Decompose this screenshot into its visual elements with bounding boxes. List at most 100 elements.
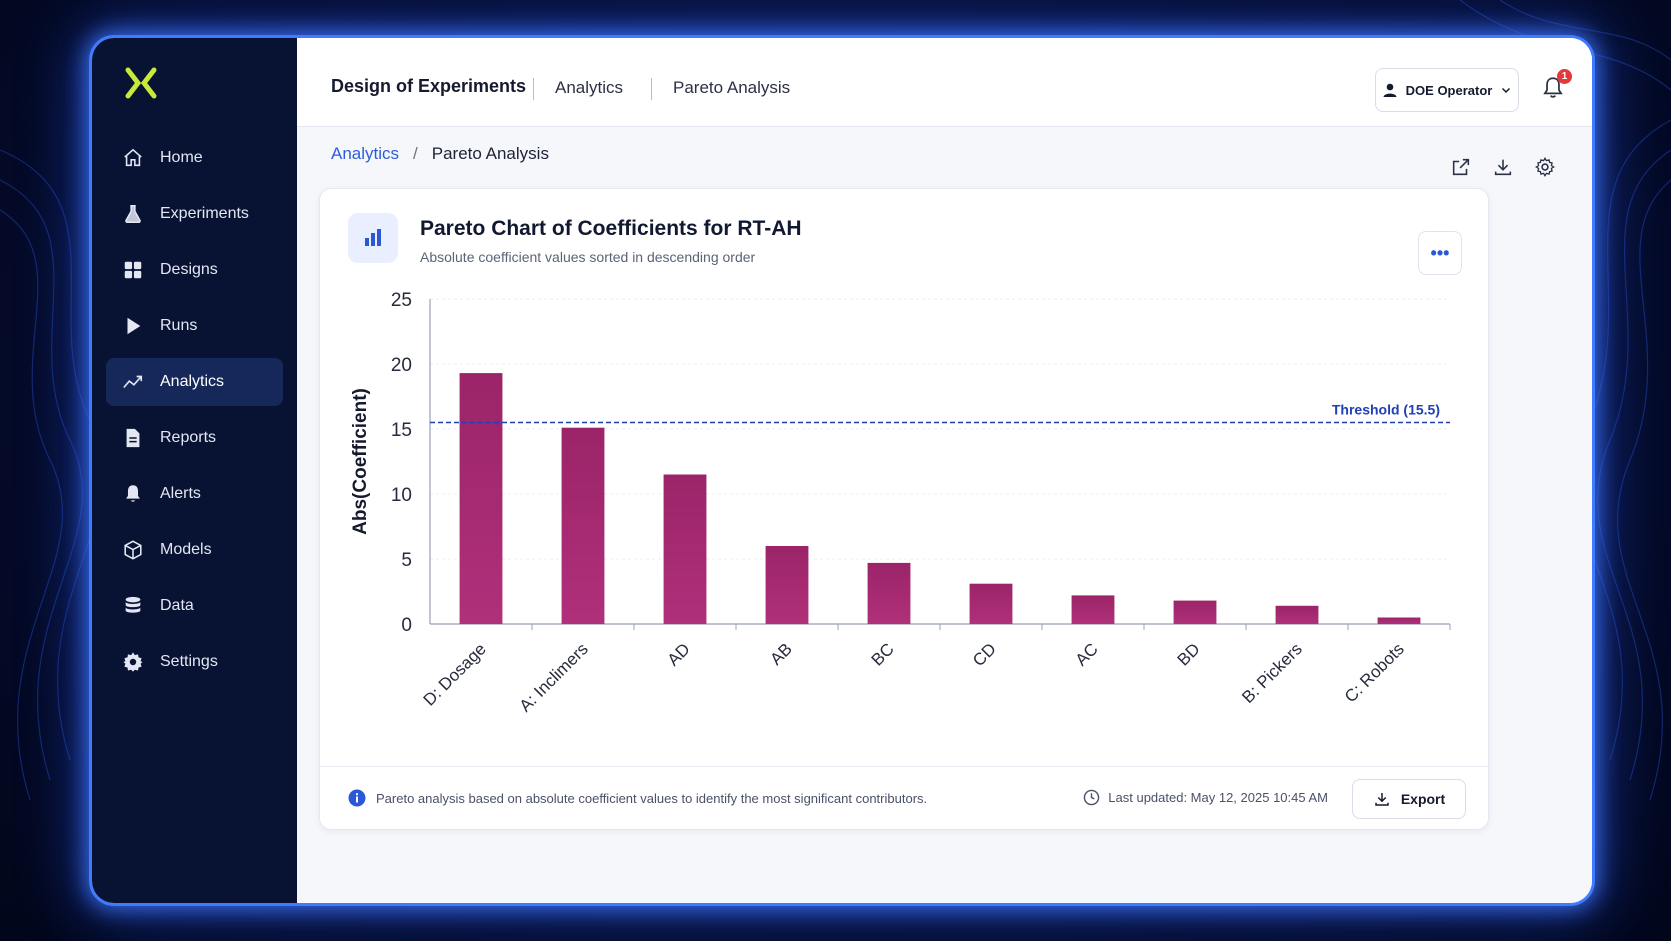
topbar-divider <box>533 78 534 100</box>
sidebar-item-label: Home <box>160 149 203 166</box>
bar-chart-icon <box>348 213 398 263</box>
x-tick-label: AC <box>1072 639 1102 669</box>
topbar-crumb-pareto[interactable]: Pareto Analysis <box>673 78 791 97</box>
topbar-divider <box>651 78 652 100</box>
trend-icon <box>122 371 144 393</box>
flask-icon <box>122 203 144 225</box>
card-footer: Pareto analysis based on absolute coeffi… <box>320 766 1488 829</box>
grid-icon <box>122 259 144 281</box>
sidebar-item-experiments[interactable]: Experiments <box>106 190 283 238</box>
sidebar-item-alerts[interactable]: Alerts <box>106 470 283 518</box>
breadcrumb-current: Pareto Analysis <box>431 144 549 163</box>
x-tick-label: C: Robots <box>1341 639 1408 706</box>
app-title: Design of Experiments <box>331 76 527 96</box>
user-name: DOE Operator <box>1405 82 1493 98</box>
database-icon <box>122 595 144 617</box>
pareto-chart: Abs(Coefficient) 0 5 10 15 20 25 D: Dosage A: I… <box>350 290 1451 716</box>
download-icon[interactable] <box>1492 156 1514 178</box>
topbar-crumb-analytics[interactable]: Analytics <box>555 78 624 97</box>
sidebar-item-label: Data <box>160 597 194 614</box>
bar[interactable] <box>561 427 605 624</box>
sidebar-item-label: Runs <box>160 317 198 334</box>
y-axis-label: Abs(Coefficient) <box>350 388 371 535</box>
notification-badge: 1 <box>1557 69 1572 84</box>
topbar: Design of Experiments Analytics Pareto A… <box>297 38 1592 127</box>
page-actions <box>1450 156 1556 178</box>
last-updated: Last updated: May 12, 2025 10:45 AM <box>1083 789 1328 806</box>
chart-card: Pareto Chart of Coefficients for RT-AH A… <box>319 188 1489 830</box>
document-icon <box>122 427 144 449</box>
threshold-label: Threshold (15.5) <box>1332 402 1440 418</box>
gear-icon <box>122 651 144 673</box>
footer-note-text: Pareto analysis based on absolute coeffi… <box>376 790 928 806</box>
bar[interactable] <box>969 583 1013 624</box>
bar[interactable] <box>1377 617 1421 625</box>
open-external-icon[interactable] <box>1450 156 1472 178</box>
breadcrumb-separator: / <box>413 144 418 163</box>
bell-icon <box>122 483 144 505</box>
x-tick-label: CD <box>969 639 1000 670</box>
bell-icon <box>1543 77 1563 98</box>
y-tick-label: 5 <box>401 550 412 571</box>
x-tick-label: B: Pickers <box>1238 639 1306 707</box>
play-icon <box>122 315 144 337</box>
settings-gear-icon[interactable] <box>1534 156 1556 178</box>
home-icon <box>122 147 144 169</box>
bar[interactable] <box>459 373 503 624</box>
breadcrumb-link-analytics[interactable]: Analytics <box>331 144 400 163</box>
bar[interactable] <box>867 562 911 624</box>
x-tick-label: BC <box>868 639 898 669</box>
breadcrumb: Analytics / Pareto Analysis <box>331 144 549 164</box>
bar[interactable] <box>1173 600 1217 624</box>
sidebar-item-label: Alerts <box>160 485 201 502</box>
y-tick-label: 15 <box>391 420 412 441</box>
sidebar-item-runs[interactable]: Runs <box>106 302 283 350</box>
sidebar-item-label: Settings <box>160 653 218 670</box>
sidebar-item-label: Reports <box>160 429 217 446</box>
cube-icon <box>122 539 144 561</box>
sidebar-item-settings[interactable]: Settings <box>106 638 283 686</box>
export-label: Export <box>1400 791 1446 807</box>
x-tick-label: AB <box>766 639 795 668</box>
y-tick-label: 20 <box>391 355 412 376</box>
sidebar-item-models[interactable]: Models <box>106 526 283 574</box>
export-button[interactable]: Export <box>1352 779 1466 819</box>
x-tick-label: BD <box>1174 639 1204 669</box>
footer-note: Pareto analysis based on absolute coeffi… <box>348 789 927 807</box>
chevron-down-icon <box>1502 87 1511 94</box>
y-tick-label: 10 <box>391 485 412 506</box>
app-window: Home Experiments Designs Runs Analytics Repor… <box>92 38 1592 903</box>
sidebar-item-label: Analytics <box>160 373 225 390</box>
clock-icon <box>1083 789 1100 806</box>
main-content: Design of Experiments Analytics Pareto A… <box>297 38 1592 903</box>
more-options-button[interactable]: ••• <box>1418 231 1462 275</box>
last-updated-text: Last updated: May 12, 2025 10:45 AM <box>1108 790 1328 805</box>
info-icon <box>348 789 366 807</box>
x-tick-label: AD <box>664 639 694 669</box>
sidebar-nav: Home Experiments Designs Runs Analytics Repor… <box>106 134 283 694</box>
sidebar-item-label: Designs <box>160 261 218 278</box>
x-tick-label: A: Inclimers <box>516 639 592 715</box>
more-dots-icon: ••• <box>1430 242 1450 263</box>
user-icon <box>1383 83 1397 97</box>
bar[interactable] <box>663 474 707 625</box>
bar[interactable] <box>1071 595 1115 624</box>
sidebar-item-label: Experiments <box>160 205 249 222</box>
user-menu-button[interactable]: DOE Operator <box>1375 68 1519 112</box>
y-tick-label: 0 <box>401 615 412 636</box>
chart-subtitle: Absolute coefficient values sorted in de… <box>420 249 756 265</box>
sidebar-item-home[interactable]: Home <box>106 134 283 182</box>
sidebar-item-reports[interactable]: Reports <box>106 414 283 462</box>
x-tick-label: D: Dosage <box>420 639 490 709</box>
x-logo-icon <box>125 67 157 99</box>
bar[interactable] <box>1275 605 1319 624</box>
sidebar-item-data[interactable]: Data <box>106 582 283 630</box>
sidebar: Home Experiments Designs Runs Analytics Repor… <box>92 38 297 903</box>
chart-title: Pareto Chart of Coefficients for RT-AH <box>420 217 802 240</box>
notifications-button[interactable]: 1 <box>1540 69 1572 102</box>
sidebar-item-designs[interactable]: Designs <box>106 246 283 294</box>
bar[interactable] <box>765 546 809 624</box>
sidebar-item-label: Models <box>160 541 212 558</box>
sidebar-item-analytics[interactable]: Analytics <box>106 358 283 406</box>
